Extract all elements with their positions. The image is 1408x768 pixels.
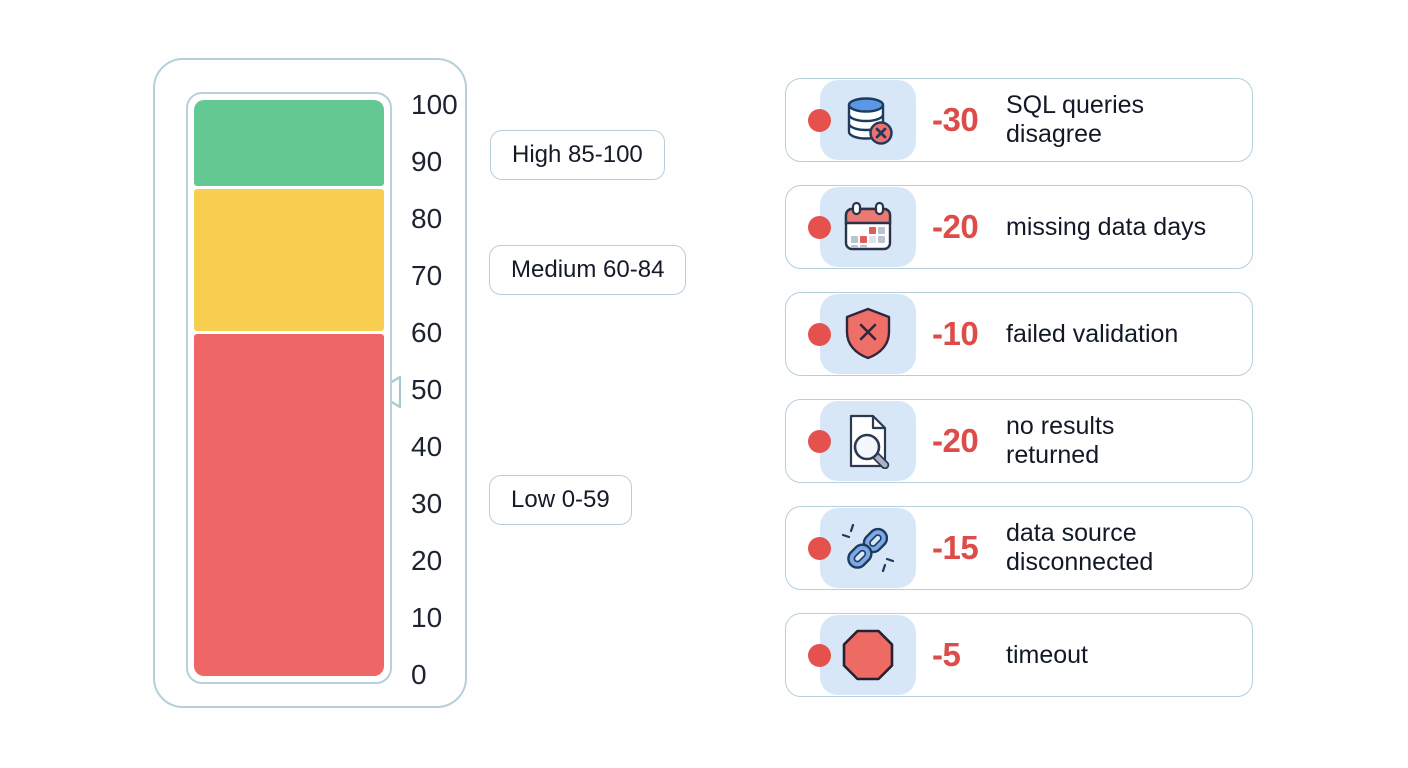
- shield-x-icon: [820, 294, 916, 374]
- penalty-item: -20 missing data days: [785, 185, 1253, 269]
- gauge-track: [186, 92, 392, 684]
- penalty-list: -30 SQL queries disagree -20 missing dat…: [785, 78, 1253, 697]
- gauge-tick-label: 10: [411, 602, 443, 633]
- penalty-points: -10: [932, 315, 979, 352]
- gauge-tick-label: 0: [411, 659, 427, 690]
- penalty-item: -15 data source disconnected: [785, 506, 1253, 590]
- gauge-tick-label: 40: [411, 431, 443, 462]
- gauge-tick-label: 80: [411, 203, 443, 234]
- range-label-high: High 85-100: [490, 130, 665, 180]
- database-error-icon: [820, 80, 916, 160]
- penalty-label: data source disconnected: [1006, 519, 1154, 576]
- penalty-points: -30: [932, 101, 979, 138]
- penalty-item: -20 no results returned: [785, 399, 1253, 483]
- gauge-band-medium: [194, 188, 384, 331]
- range-label-medium: Medium 60-84: [489, 245, 687, 295]
- calendar-icon: [820, 187, 916, 267]
- stop-octagon-icon: [820, 615, 916, 695]
- penalty-label: missing data days: [1006, 212, 1207, 241]
- bullet-dot-icon: [808, 429, 831, 453]
- bullet-dot-icon: [808, 536, 831, 560]
- gauge-tick-label: 70: [411, 260, 443, 291]
- penalty-item: -30 SQL queries disagree: [785, 78, 1253, 162]
- penalty-label: timeout: [1006, 640, 1088, 669]
- gauge-band-high: [194, 100, 384, 186]
- gauge-tick-label: 20: [411, 545, 443, 576]
- gauge-tick-label: 90: [411, 146, 443, 177]
- penalty-label: failed validation: [1006, 319, 1179, 348]
- gauge-tick-label: 50: [411, 374, 443, 405]
- bullet-dot-icon: [808, 108, 831, 132]
- gauge-bands: [194, 100, 384, 676]
- penalty-points: -15: [932, 529, 979, 566]
- bullet-dot-icon: [808, 322, 831, 346]
- gauge-tick-label: 60: [411, 317, 443, 348]
- bullet-dot-icon: [808, 643, 831, 667]
- penalty-points: -5: [932, 636, 961, 673]
- gauge-tick-label: 30: [411, 488, 443, 519]
- penalty-label: SQL queries disagree: [1006, 91, 1145, 148]
- penalty-points: -20: [932, 208, 979, 245]
- range-label-low: Low 0-59: [489, 475, 632, 525]
- document-search-icon: [820, 401, 916, 481]
- gauge-band-low: [194, 334, 384, 676]
- penalty-points: -20: [932, 422, 979, 459]
- penalty-item: -5 timeout: [785, 613, 1253, 697]
- bullet-dot-icon: [808, 215, 831, 239]
- gauge-tick-label: 100: [411, 89, 458, 120]
- broken-link-icon: [820, 508, 916, 588]
- penalty-label: no results returned: [1006, 412, 1115, 469]
- penalty-item: -10 failed validation: [785, 292, 1253, 376]
